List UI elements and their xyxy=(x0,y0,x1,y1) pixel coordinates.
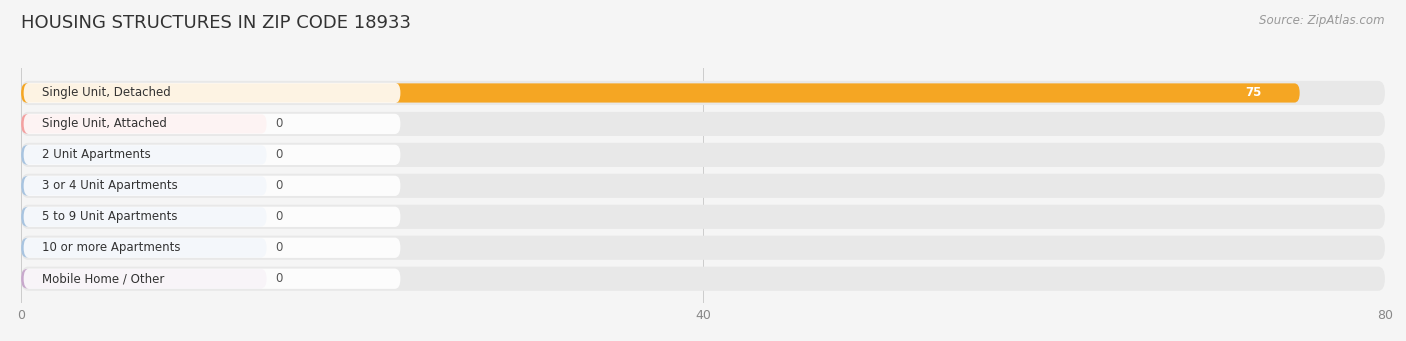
Text: 0: 0 xyxy=(276,179,283,192)
FancyBboxPatch shape xyxy=(24,207,401,227)
Text: 10 or more Apartments: 10 or more Apartments xyxy=(42,241,180,254)
Text: 3 or 4 Unit Apartments: 3 or 4 Unit Apartments xyxy=(42,179,177,192)
Text: 0: 0 xyxy=(276,117,283,130)
Text: 0: 0 xyxy=(276,241,283,254)
FancyBboxPatch shape xyxy=(21,143,1385,167)
FancyBboxPatch shape xyxy=(21,83,1299,103)
Text: 0: 0 xyxy=(276,148,283,161)
FancyBboxPatch shape xyxy=(24,83,401,103)
FancyBboxPatch shape xyxy=(21,267,1385,291)
Text: Mobile Home / Other: Mobile Home / Other xyxy=(42,272,165,285)
Text: Single Unit, Detached: Single Unit, Detached xyxy=(42,87,170,100)
Text: 2 Unit Apartments: 2 Unit Apartments xyxy=(42,148,150,161)
FancyBboxPatch shape xyxy=(24,114,401,134)
Text: Single Unit, Attached: Single Unit, Attached xyxy=(42,117,166,130)
Text: 0: 0 xyxy=(276,210,283,223)
Text: 75: 75 xyxy=(1244,87,1261,100)
FancyBboxPatch shape xyxy=(21,174,1385,198)
FancyBboxPatch shape xyxy=(21,207,267,226)
FancyBboxPatch shape xyxy=(21,176,267,195)
FancyBboxPatch shape xyxy=(21,236,1385,260)
Text: HOUSING STRUCTURES IN ZIP CODE 18933: HOUSING STRUCTURES IN ZIP CODE 18933 xyxy=(21,14,411,32)
FancyBboxPatch shape xyxy=(21,269,267,288)
FancyBboxPatch shape xyxy=(21,114,267,134)
FancyBboxPatch shape xyxy=(21,112,1385,136)
FancyBboxPatch shape xyxy=(24,176,401,196)
FancyBboxPatch shape xyxy=(21,145,267,164)
Text: 5 to 9 Unit Apartments: 5 to 9 Unit Apartments xyxy=(42,210,177,223)
FancyBboxPatch shape xyxy=(24,269,401,289)
FancyBboxPatch shape xyxy=(21,238,267,257)
FancyBboxPatch shape xyxy=(24,238,401,258)
FancyBboxPatch shape xyxy=(21,81,1385,105)
Text: Source: ZipAtlas.com: Source: ZipAtlas.com xyxy=(1260,14,1385,27)
FancyBboxPatch shape xyxy=(21,205,1385,229)
Text: 0: 0 xyxy=(276,272,283,285)
FancyBboxPatch shape xyxy=(24,145,401,165)
